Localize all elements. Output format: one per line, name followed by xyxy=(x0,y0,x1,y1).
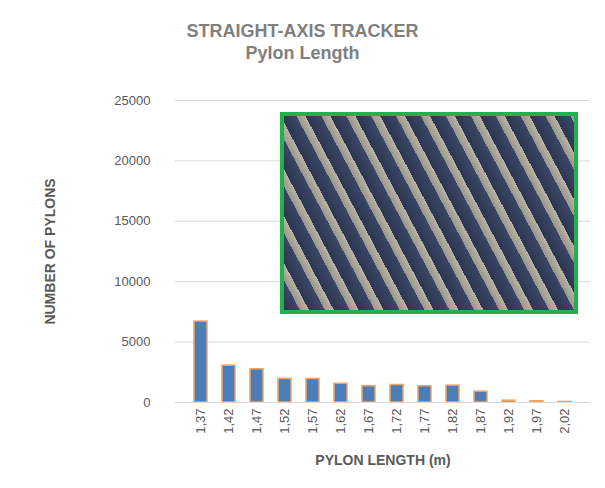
svg-text:NUMBER OF PYLONS: NUMBER OF PYLONS xyxy=(42,178,58,324)
svg-text:1,62: 1,62 xyxy=(333,409,348,434)
svg-text:15000: 15000 xyxy=(114,213,150,228)
svg-text:1,57: 1,57 xyxy=(305,409,320,434)
svg-text:2,02: 2,02 xyxy=(557,409,572,434)
svg-text:1,87: 1,87 xyxy=(473,409,488,434)
svg-text:PYLON LENGTH (m): PYLON LENGTH (m) xyxy=(315,452,450,468)
svg-text:25000: 25000 xyxy=(114,93,150,108)
svg-text:20000: 20000 xyxy=(114,153,150,168)
svg-text:5000: 5000 xyxy=(122,334,151,349)
svg-text:1,37: 1,37 xyxy=(193,409,208,434)
html-text:Pylon Length: Pylon Length xyxy=(245,43,360,63)
svg-text:1,52: 1,52 xyxy=(277,409,292,434)
svg-text:1,42: 1,42 xyxy=(221,409,236,434)
svg-text:1,47: 1,47 xyxy=(249,409,264,434)
svg-text:1,97: 1,97 xyxy=(529,409,544,434)
svg-text:1,82: 1,82 xyxy=(445,409,460,434)
svg-text:1,77: 1,77 xyxy=(417,409,432,434)
html-text:STRAIGHT-AXIS TRACKER: STRAIGHT-AXIS TRACKER xyxy=(186,21,419,41)
svg-text:1,92: 1,92 xyxy=(501,409,516,434)
svg-text:1,72: 1,72 xyxy=(389,409,404,434)
svg-text:1,67: 1,67 xyxy=(361,409,376,434)
svg-text:0: 0 xyxy=(143,395,150,410)
svg-text:10000: 10000 xyxy=(114,274,150,289)
